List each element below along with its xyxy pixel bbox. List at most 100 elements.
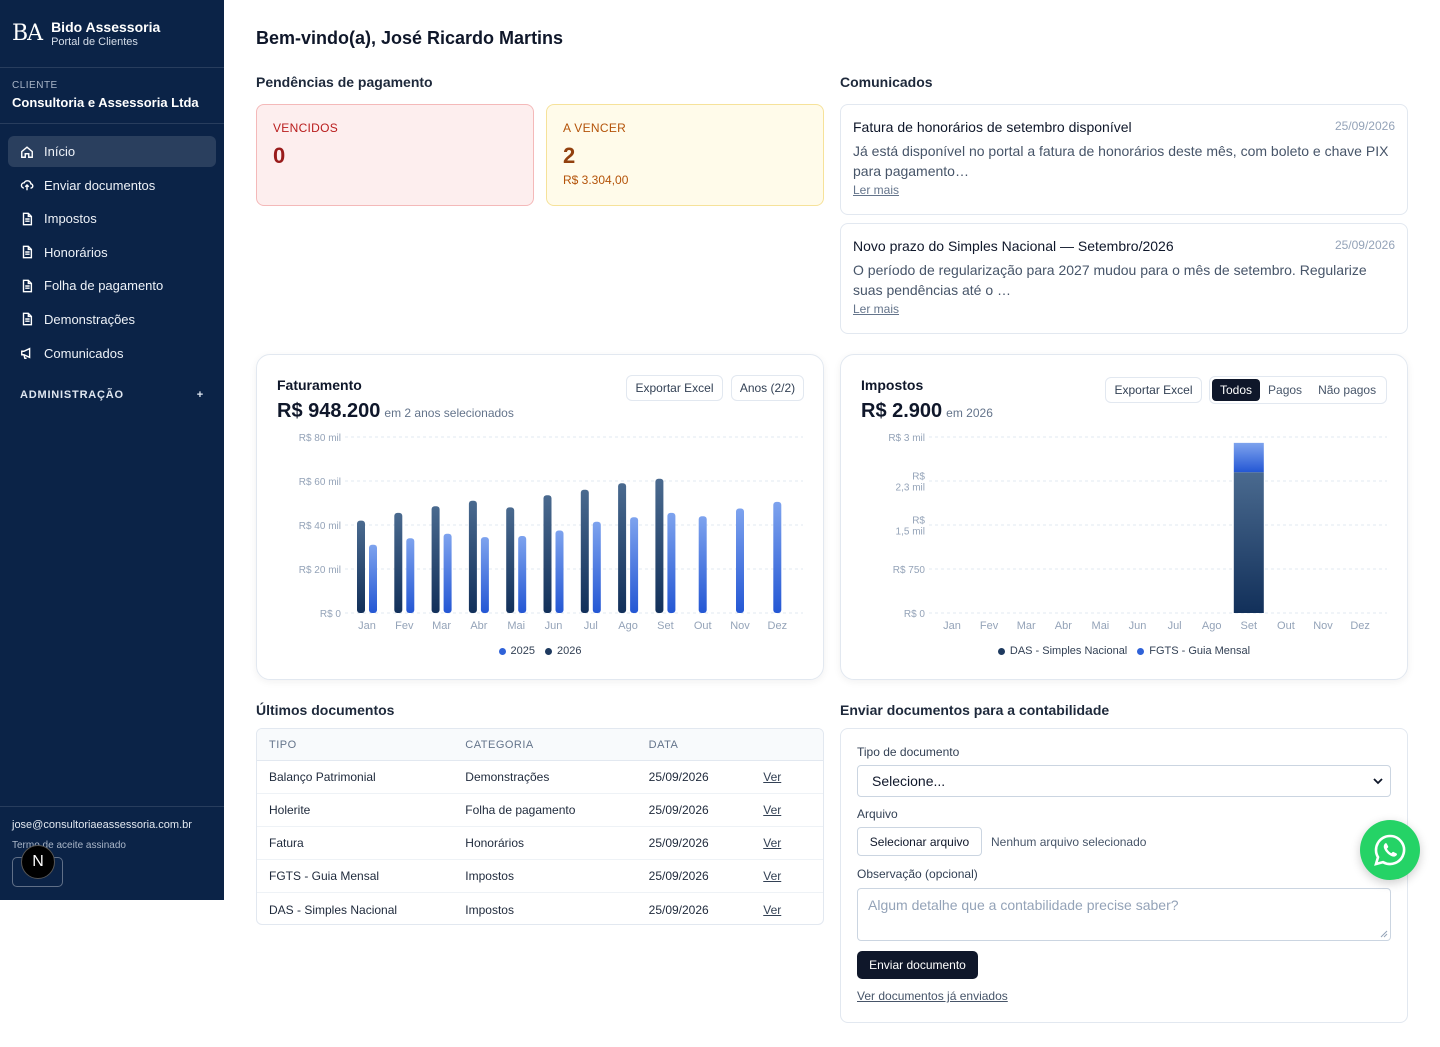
brand[interactable]: BA Bido Assessoria Portal de Clientes — [0, 0, 224, 68]
doc-type-label: Tipo de documento — [857, 745, 960, 759]
overdue-card[interactable]: VENCIDOS 0 — [256, 104, 534, 206]
sidebar-item-label: Demonstrações — [44, 311, 136, 327]
doc-date: 25/09/2026 — [648, 869, 709, 883]
document-icon — [22, 245, 33, 259]
due-count: 2 — [563, 143, 576, 168]
user-email: jose@consultoriaeassessoria.com.br — [12, 819, 192, 831]
filter-nao-pagos[interactable]: Não pagos — [1318, 383, 1377, 397]
document-icon — [22, 212, 33, 226]
view-document-link[interactable]: Ver — [763, 803, 782, 817]
taxes-export-button[interactable]: Exportar Excel — [1105, 377, 1202, 403]
x-tick-label: Out — [694, 620, 712, 632]
doc-date: 25/09/2026 — [648, 770, 709, 784]
bar-2025 — [667, 512, 676, 613]
brand-logo: BA — [12, 21, 43, 46]
y-tick-line: R$ 3 mil — [888, 433, 925, 444]
sidebar-item-folha-de-pagamento[interactable]: Folha de pagamento — [8, 270, 216, 301]
sidebar-item-demonstracoes[interactable]: Demonstrações — [8, 304, 216, 335]
bar-2026 — [357, 520, 365, 613]
sidebar-item-enviar-documentos[interactable]: Enviar documentos — [8, 170, 216, 201]
revenue-export-button[interactable]: Exportar Excel — [626, 375, 723, 401]
sidebar-item-honorarios[interactable]: Honorários — [8, 237, 216, 268]
payments-section-title: Pendências de pagamento — [256, 74, 433, 90]
sidebar-nav: Início Enviar documentos Impostos Honorá… — [0, 124, 224, 369]
whatsapp-button[interactable] — [1360, 820, 1420, 880]
revenue-subtitle: em 2 anos selecionados — [384, 406, 514, 420]
file-select-button[interactable]: Selecionar arquivo — [857, 827, 982, 856]
table-row: DAS - Simples Nacional Impostos 25/09/20… — [257, 893, 823, 924]
y-tick-label: R$ 40 mil — [299, 521, 341, 532]
due-card[interactable]: A VENCER 2 R$ 3.304,00 — [546, 104, 824, 206]
x-tick-label: Jan — [943, 620, 961, 632]
submit-document-button[interactable]: Enviar documento — [857, 951, 978, 979]
doc-category: Honorários — [465, 836, 524, 850]
x-tick-label: Set — [657, 620, 674, 632]
bar-2026 — [394, 512, 403, 613]
bar-2025 — [630, 517, 639, 613]
sidebar-item-impostos[interactable]: Impostos — [8, 203, 216, 234]
sidebar-item-label: Enviar documentos — [44, 177, 156, 193]
dev-tools-badge[interactable]: N — [21, 845, 55, 879]
read-more-link[interactable]: Ler mais — [853, 302, 900, 316]
doc-category: Impostos — [465, 869, 514, 883]
document-icon — [22, 279, 33, 293]
x-tick-label: Abr — [1055, 620, 1072, 632]
x-tick-label: Jun — [1129, 620, 1147, 632]
y-tick-line: 2,3 mil — [896, 483, 925, 494]
taxes-legend: DAS - Simples Nacional FGTS - Guia Mensa… — [841, 645, 1407, 657]
x-tick-label: Jul — [584, 620, 598, 632]
bar-2025 — [736, 508, 744, 613]
doc-type: Fatura — [269, 836, 304, 850]
documents-table: TIPO CATEGORIA DATA Balanço Patrimonial … — [256, 728, 824, 925]
y-tick-label: R$ 3 mil — [888, 433, 925, 444]
sidebar-item-inicio[interactable]: Início — [8, 136, 216, 167]
view-sent-documents-link[interactable]: Ver documentos já enviados — [857, 989, 1008, 1003]
taxes-title: Impostos — [861, 377, 924, 393]
filter-todos[interactable]: Todos — [1212, 379, 1261, 401]
notice-card: Novo prazo do Simples Nacional — Setembr… — [840, 223, 1408, 334]
view-document-link[interactable]: Ver — [763, 836, 782, 850]
x-tick-label: Fev — [980, 620, 999, 632]
sidebar-item-comunicados[interactable]: Comunicados — [8, 338, 216, 369]
legend-item-fgts[interactable]: FGTS - Guia Mensal — [1137, 645, 1250, 657]
x-tick-label: Ago — [1202, 620, 1222, 632]
terms-status: Termo de aceite assinado — [12, 840, 126, 851]
admin-section-toggle[interactable]: ADMINISTRAÇÃO + — [0, 389, 224, 401]
table-row: Balanço Patrimonial Demonstrações 25/09/… — [257, 761, 823, 794]
column-header: DATA — [648, 738, 679, 751]
y-tick-label: R$ 0 — [904, 609, 926, 620]
legend-dot — [498, 647, 506, 655]
home-icon — [21, 145, 33, 158]
y-tick-line: R$ 750 — [893, 565, 926, 576]
due-label: A VENCER — [563, 121, 627, 135]
filter-pagos[interactable]: Pagos — [1268, 383, 1303, 397]
view-document-link[interactable]: Ver — [763, 869, 782, 883]
table-row: FGTS - Guia Mensal Impostos 25/09/2026 V… — [257, 860, 823, 893]
legend-label: FGTS - Guia Mensal — [1149, 645, 1251, 657]
doc-type-value: Selecione... — [872, 773, 946, 789]
x-tick-label: Dez — [768, 620, 788, 632]
plus-icon: + — [196, 388, 204, 401]
legend-item-2025[interactable]: 2025 — [498, 645, 535, 657]
note-textarea[interactable]: Algum detalhe que a contabilidade precis… — [857, 888, 1391, 941]
resize-handle-icon[interactable] — [1380, 930, 1388, 938]
y-tick-line: R$ 0 — [904, 609, 926, 620]
taxes-chart-card: R$ 0 R$ 750 R$ 1,5 mil R$ 2,3 mil R$ 3 mil Jan F… — [840, 354, 1408, 680]
read-more-link[interactable]: Ler mais — [853, 183, 900, 197]
legend-item-2026[interactable]: 2026 — [545, 645, 581, 657]
revenue-chart: R$ 0 R$ 20 mil R$ 40 mil R$ 60 mil R$ 80 mil… — [299, 433, 803, 632]
bar-2026 — [506, 507, 515, 613]
legend-dot — [545, 647, 552, 655]
bar-2026 — [580, 489, 589, 613]
doc-type: FGTS - Guia Mensal — [269, 869, 380, 883]
notice-date: 25/09/2026 — [1334, 119, 1395, 133]
years-filter-button[interactable]: Anos (2/2) — [731, 375, 804, 401]
doc-type-select[interactable]: Selecione... — [857, 765, 1391, 797]
legend-item-das[interactable]: DAS - Simples Nacional — [997, 645, 1127, 657]
view-document-link[interactable]: Ver — [763, 770, 782, 784]
due-amount: R$ 3.304,00 — [563, 173, 629, 187]
view-document-link[interactable]: Ver — [763, 902, 782, 917]
file-label: Arquivo — [857, 807, 898, 821]
x-tick-label: Jun — [545, 620, 563, 632]
sidebar: BA Bido Assessoria Portal de Clientes CL… — [0, 0, 224, 900]
